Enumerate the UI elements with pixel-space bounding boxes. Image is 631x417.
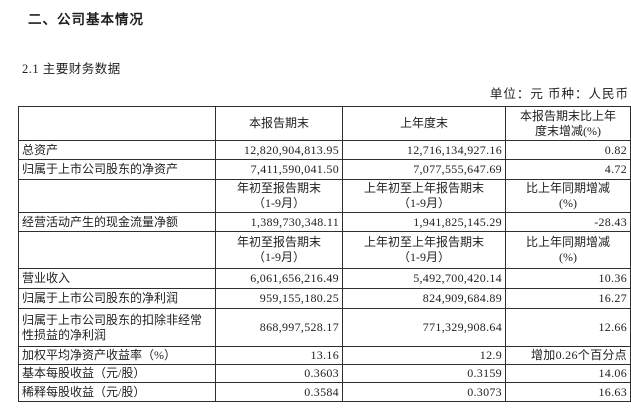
value-change: 增加0.26个百分点	[505, 346, 631, 365]
value-current: 6,061,656,216.49	[215, 268, 343, 289]
financial-data-table: 本报告期末 上年度末 本报告期末比上年 度末增减(%) 总资产 12,820,9…	[18, 106, 631, 402]
value-change: 0.82	[505, 140, 631, 160]
period-header-row: 年初至报告期末 （1-9月） 上年初至上年报告期末 （1-9月） 比上年同期增减…	[18, 231, 631, 269]
period-current-line2: （1-9月）	[253, 196, 305, 210]
value-previous: 12.9	[342, 346, 506, 365]
value-current: 0.3603	[215, 364, 343, 383]
value-change: 10.36	[505, 268, 631, 289]
table-row: 稀释每股收益（元/股） 0.3584 0.3073 16.63	[18, 382, 631, 402]
value-previous: 1,941,825,145.29	[342, 212, 506, 232]
row-label: 经营活动产生的现金流量净额	[18, 212, 216, 232]
period-empty-cell	[18, 231, 216, 269]
value-change: 16.27	[505, 288, 631, 309]
header-change: 本报告期末比上年 度末增减(%)	[505, 106, 631, 141]
value-current: 7,411,590,041.50	[215, 159, 343, 180]
row-label: 归属于上市公司股东的净利润	[18, 288, 216, 309]
value-change: 4.72	[505, 159, 631, 180]
value-change: 12.66	[505, 308, 631, 347]
row-label: 归属于上市公司股东的扣除非经常性损益的净利润	[18, 308, 216, 347]
table-row: 归属于上市公司股东的扣除非经常性损益的净利润 868,997,528.17 77…	[18, 308, 631, 347]
header-current-period: 本报告期末	[215, 106, 343, 141]
value-previous: 7,077,555,647.69	[342, 159, 506, 180]
value-previous: 12,716,134,927.16	[342, 140, 506, 160]
row-label: 归属于上市公司股东的净资产	[18, 159, 216, 180]
period-current-line1: 年初至报告期末	[236, 235, 321, 249]
value-previous: 0.3073	[342, 382, 506, 402]
period-change-line1: 比上年同期增减	[525, 235, 610, 249]
period-change-line1: 比上年同期增减	[525, 181, 610, 195]
value-previous: 824,909,684.89	[342, 288, 506, 309]
unit-currency-note: 单位：元 币种：人民币	[489, 87, 629, 101]
section-title: 二、公司基本情况	[28, 12, 144, 27]
period-current-line1: 年初至报告期末	[236, 181, 321, 195]
value-current: 1,389,730,348.11	[215, 212, 343, 232]
row-label: 稀释每股收益（元/股）	[18, 382, 216, 402]
row-label: 总资产	[18, 140, 216, 160]
value-current: 13.16	[215, 346, 343, 365]
period-previous-line1: 上年初至上年报告期末	[363, 181, 484, 195]
period-change-line2: (%)	[559, 250, 577, 264]
table-header-row: 本报告期末 上年度末 本报告期末比上年 度末增减(%)	[18, 106, 631, 141]
period-empty-cell	[18, 179, 216, 213]
header-previous-yearend: 上年度末	[342, 106, 506, 141]
table-row: 归属于上市公司股东的净资产 7,411,590,041.50 7,077,555…	[18, 159, 631, 180]
period-previous: 上年初至上年报告期末 （1-9月）	[342, 179, 506, 213]
value-change: 14.06	[505, 364, 631, 383]
value-change: 16.63	[505, 382, 631, 402]
header-change-line2: 度末增减(%)	[535, 123, 601, 138]
table-row: 加权平均净资产收益率（%） 13.16 12.9 增加0.26个百分点	[18, 346, 631, 365]
value-current: 0.3584	[215, 382, 343, 402]
value-previous: 0.3159	[342, 364, 506, 383]
subsection-title: 2.1 主要财务数据	[22, 62, 121, 76]
period-change: 比上年同期增减 (%)	[505, 231, 631, 269]
period-change: 比上年同期增减 (%)	[505, 179, 631, 213]
period-current: 年初至报告期末 （1-9月）	[215, 179, 343, 213]
table-row: 总资产 12,820,904,813.95 12,716,134,927.16 …	[18, 140, 631, 160]
row-label: 基本每股收益（元/股）	[18, 364, 216, 383]
value-change: -28.43	[505, 212, 631, 232]
header-empty-cell	[18, 106, 216, 141]
period-header-row: 年初至报告期末 （1-9月） 上年初至上年报告期末 （1-9月） 比上年同期增减…	[18, 179, 631, 213]
header-change-line1: 本报告期末比上年	[519, 108, 616, 123]
table-row: 经营活动产生的现金流量净额 1,389,730,348.11 1,941,825…	[18, 212, 631, 232]
row-label: 加权平均净资产收益率（%）	[18, 346, 216, 365]
value-current: 868,997,528.17	[215, 308, 343, 347]
period-previous-line1: 上年初至上年报告期末	[363, 235, 484, 249]
period-previous-line2: （1-9月）	[398, 250, 450, 264]
period-previous-line2: （1-9月）	[398, 196, 450, 210]
period-current-line2: （1-9月）	[253, 250, 305, 264]
table-row: 基本每股收益（元/股） 0.3603 0.3159 14.06	[18, 364, 631, 383]
value-previous: 771,329,908.64	[342, 308, 506, 347]
value-current: 12,820,904,813.95	[215, 140, 343, 160]
period-current: 年初至报告期末 （1-9月）	[215, 231, 343, 269]
period-previous: 上年初至上年报告期末 （1-9月）	[342, 231, 506, 269]
value-current: 959,155,180.25	[215, 288, 343, 309]
table-row: 归属于上市公司股东的净利润 959,155,180.25 824,909,684…	[18, 288, 631, 309]
period-change-line2: (%)	[559, 196, 577, 210]
table-row: 营业收入 6,061,656,216.49 5,492,700,420.14 1…	[18, 268, 631, 289]
value-previous: 5,492,700,420.14	[342, 268, 506, 289]
row-label: 营业收入	[18, 268, 216, 289]
